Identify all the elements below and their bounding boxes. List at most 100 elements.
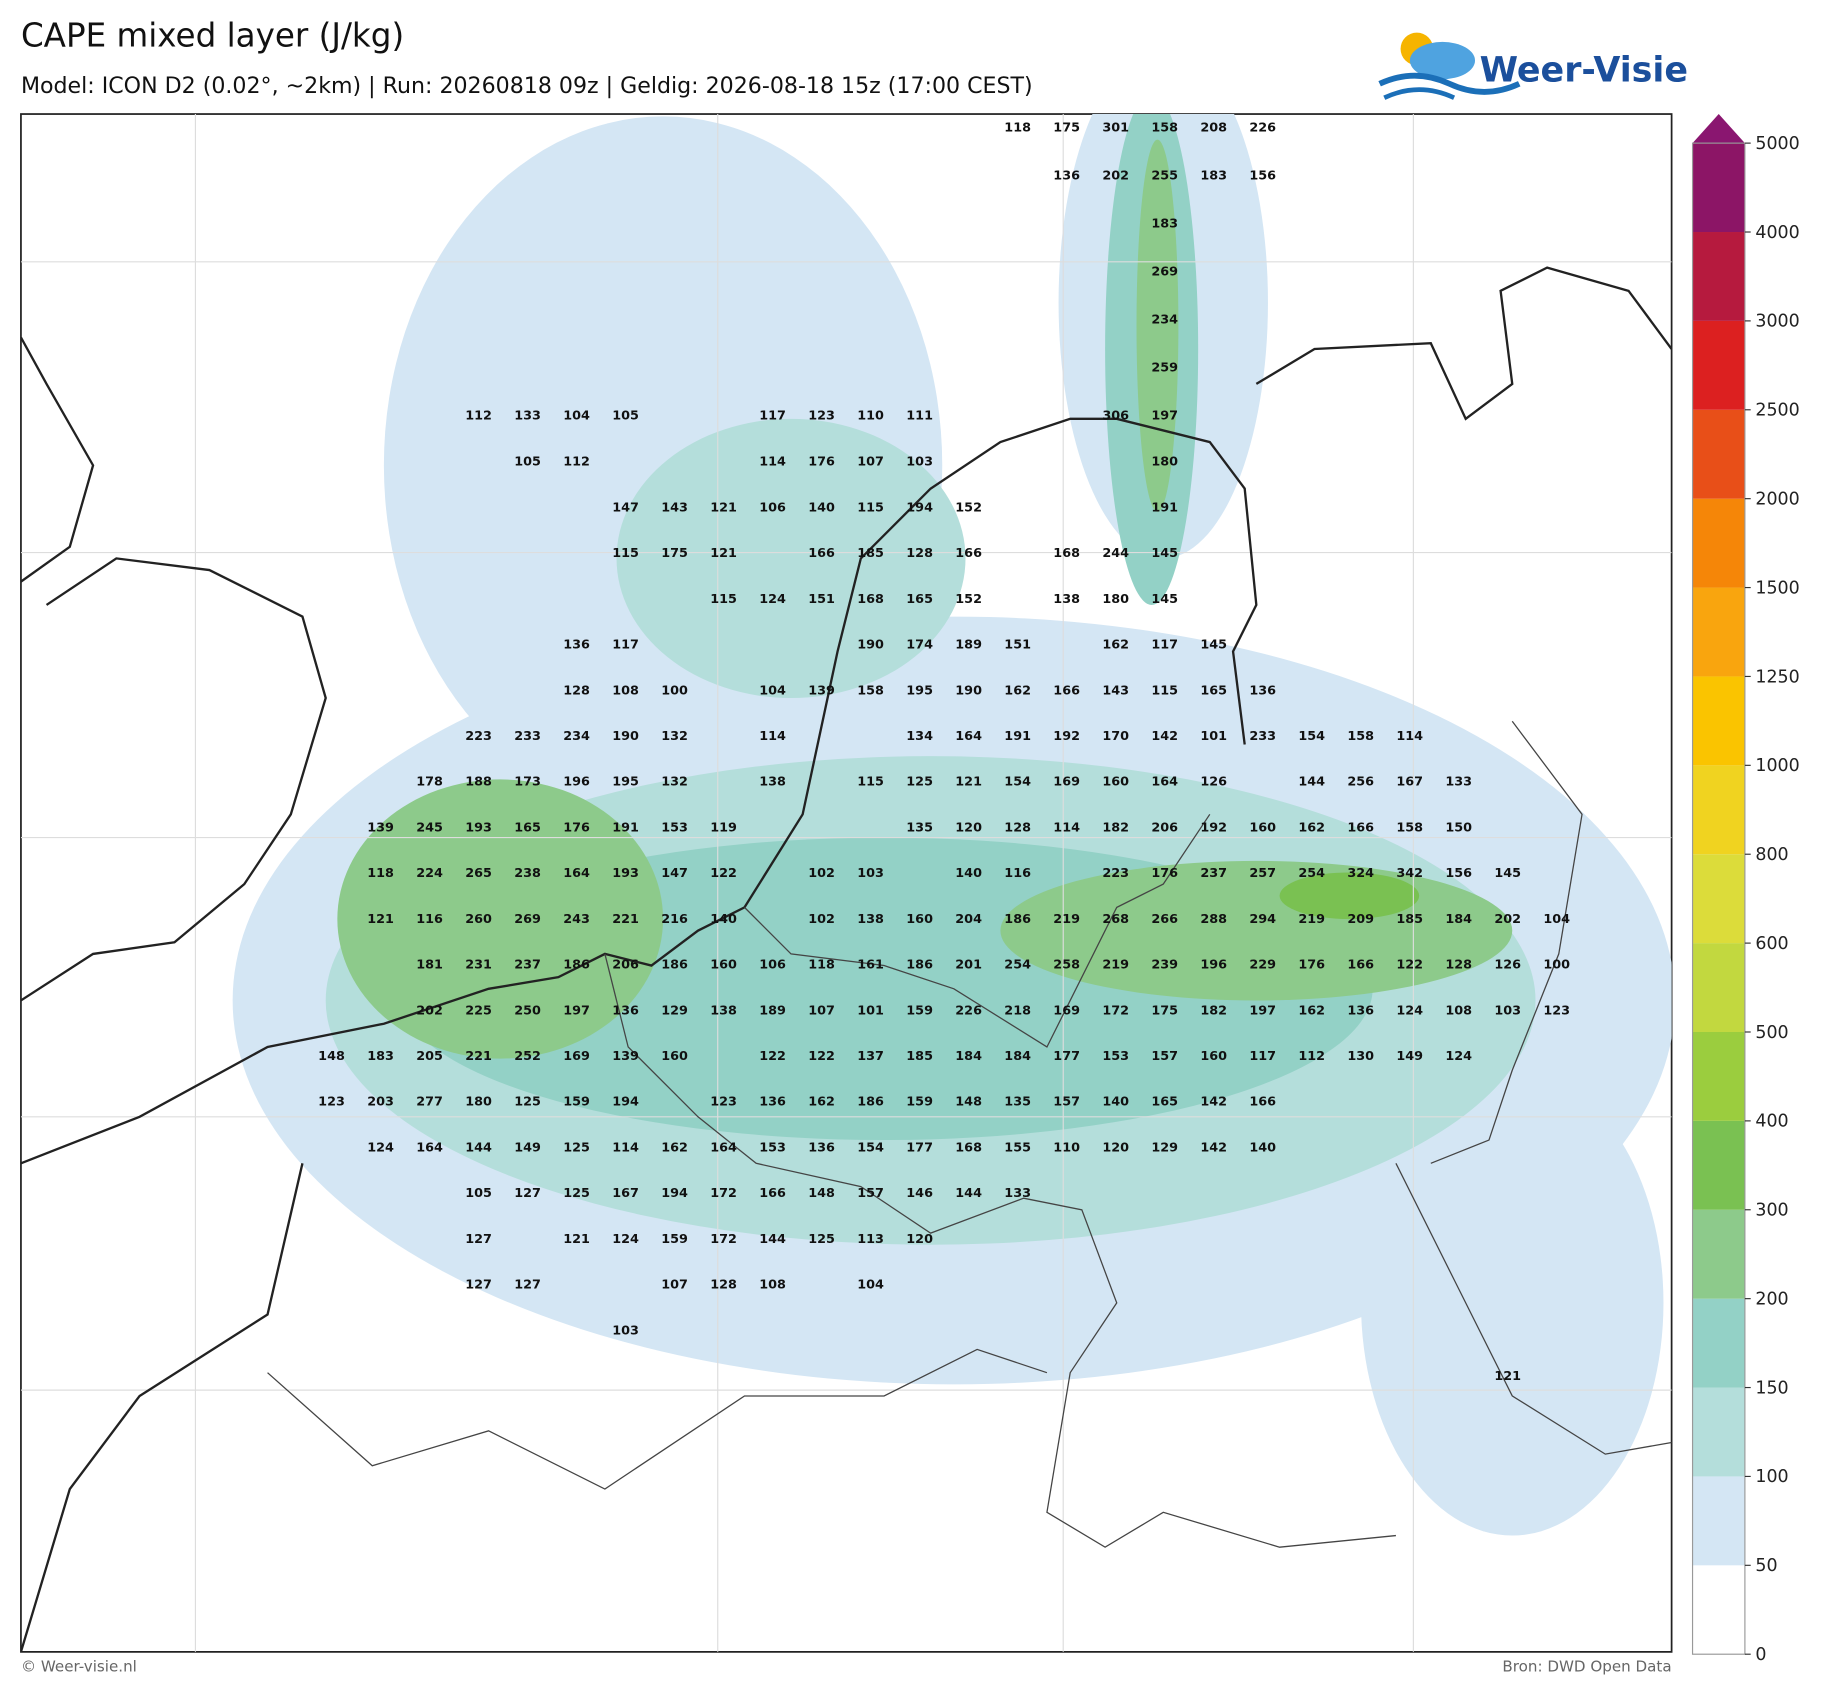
- cape-value: 107: [661, 1278, 688, 1293]
- cape-value: 175: [1151, 1003, 1178, 1018]
- cape-value: 277: [416, 1095, 443, 1110]
- cape-value: 140: [955, 866, 982, 881]
- cape-value: 128: [1445, 958, 1472, 973]
- cape-value: 115: [710, 592, 737, 607]
- colorbar-tick-label: 400: [1755, 1112, 1788, 1132]
- cape-value: 142: [1200, 1140, 1227, 1155]
- cape-value: 136: [759, 1095, 786, 1110]
- cape-value: 121: [955, 775, 982, 790]
- cape-value: 148: [808, 1186, 835, 1201]
- cape-value: 108: [1445, 1003, 1472, 1018]
- cape-value: 106: [759, 500, 786, 515]
- cape-value: 260: [465, 912, 492, 927]
- cape-value: 125: [563, 1186, 590, 1201]
- cape-value: 103: [906, 455, 933, 470]
- colorbar-tick-label: 1250: [1755, 667, 1799, 687]
- cape-value: 124: [612, 1232, 639, 1247]
- cape-value: 160: [906, 912, 933, 927]
- cape-value: 156: [1445, 866, 1472, 881]
- cape-value: 114: [1053, 820, 1080, 835]
- cape-value: 107: [808, 1003, 835, 1018]
- cape-value: 162: [661, 1140, 688, 1155]
- cape-value: 288: [1200, 912, 1227, 927]
- cape-value: 234: [1151, 313, 1178, 328]
- cape-value: 168: [955, 1140, 982, 1155]
- cape-value: 252: [514, 1049, 541, 1064]
- cape-value: 185: [857, 546, 884, 561]
- cape-value: 186: [906, 958, 933, 973]
- cape-value: 159: [661, 1232, 688, 1247]
- cape-value: 145: [1151, 546, 1178, 561]
- cape-value: 154: [857, 1140, 884, 1155]
- cape-value: 138: [759, 775, 786, 790]
- cape-value: 115: [857, 775, 884, 790]
- cape-value: 157: [1151, 1049, 1178, 1064]
- cape-value: 133: [1004, 1186, 1031, 1201]
- cape-value: 158: [1151, 121, 1178, 136]
- cape-value: 101: [857, 1003, 884, 1018]
- cape-value: 168: [1053, 546, 1080, 561]
- cape-value: 221: [465, 1049, 492, 1064]
- colorbar: 0 50 100 150 200 300 400 500 600 800 1000 1250 1500 2…: [1691, 114, 1800, 1665]
- cape-value: 126: [1494, 958, 1521, 973]
- cape-value: 102: [808, 912, 835, 927]
- colorbar-tick-label: 600: [1755, 934, 1788, 954]
- colorbar-bin: [1692, 143, 1745, 233]
- cape-value: 164: [955, 729, 982, 744]
- cape-value: 202: [1102, 169, 1129, 184]
- cape-value: 124: [1445, 1049, 1472, 1064]
- cape-value: 103: [1494, 1003, 1521, 1018]
- cape-value: 133: [1445, 775, 1472, 790]
- cape-value: 165: [514, 820, 541, 835]
- colorbar-tick-label: 5000: [1755, 134, 1799, 154]
- cape-value: 194: [612, 1095, 639, 1110]
- cape-value: 112: [563, 455, 590, 470]
- cape-value: 124: [759, 592, 786, 607]
- cape-value: 202: [416, 1003, 443, 1018]
- cape-value: 180: [1102, 592, 1129, 607]
- cape-value: 104: [1543, 912, 1570, 927]
- cape-value: 172: [1102, 1003, 1129, 1018]
- cape-value: 250: [514, 1003, 541, 1018]
- cape-value: 221: [612, 912, 639, 927]
- cape-value: 175: [1053, 121, 1080, 136]
- cape-value: 196: [1200, 958, 1227, 973]
- cape-value: 117: [1151, 638, 1178, 653]
- subtitle: Model: ICON D2 (0.02°, ~2km) | Run: 2026…: [21, 73, 1033, 99]
- cape-value: 132: [661, 775, 688, 790]
- cape-value: 114: [1396, 729, 1423, 744]
- cape-value: 197: [1249, 1003, 1276, 1018]
- logo-text: Weer-Visie: [1480, 50, 1688, 90]
- cape-value: 124: [367, 1140, 394, 1155]
- cape-value: 195: [612, 775, 639, 790]
- cape-value: 134: [906, 729, 933, 744]
- cape-value: 121: [367, 912, 394, 927]
- cape-value: 157: [857, 1186, 884, 1201]
- cape-value: 234: [563, 729, 590, 744]
- value-labels: 118 175 301 158 208 226 136 202 255 183 156 183 269 2…: [318, 121, 1570, 1385]
- cape-value: 160: [661, 1049, 688, 1064]
- cape-value: 259: [1151, 361, 1178, 376]
- cape-value: 157: [1053, 1095, 1080, 1110]
- cape-value: 183: [1200, 169, 1227, 184]
- cape-value: 190: [857, 638, 884, 653]
- cape-value: 128: [710, 1278, 737, 1293]
- cape-value: 115: [1151, 683, 1178, 698]
- cape-value: 104: [857, 1278, 884, 1293]
- cape-value: 204: [955, 912, 982, 927]
- cape-value: 244: [1102, 546, 1129, 561]
- cape-value: 136: [808, 1140, 835, 1155]
- cape-value: 201: [955, 958, 982, 973]
- cape-value: 159: [563, 1095, 590, 1110]
- cape-value: 162: [1298, 1003, 1325, 1018]
- cape-value: 105: [465, 1186, 492, 1201]
- cape-value: 205: [416, 1049, 443, 1064]
- cape-value: 184: [955, 1049, 982, 1064]
- cape-value: 203: [367, 1095, 394, 1110]
- cape-value: 127: [514, 1186, 541, 1201]
- colorbar-bin: [1692, 943, 1745, 1032]
- cape-value: 186: [661, 958, 688, 973]
- colorbar-bin: [1692, 854, 1745, 944]
- cape-value: 159: [906, 1003, 933, 1018]
- cape-value: 206: [612, 958, 639, 973]
